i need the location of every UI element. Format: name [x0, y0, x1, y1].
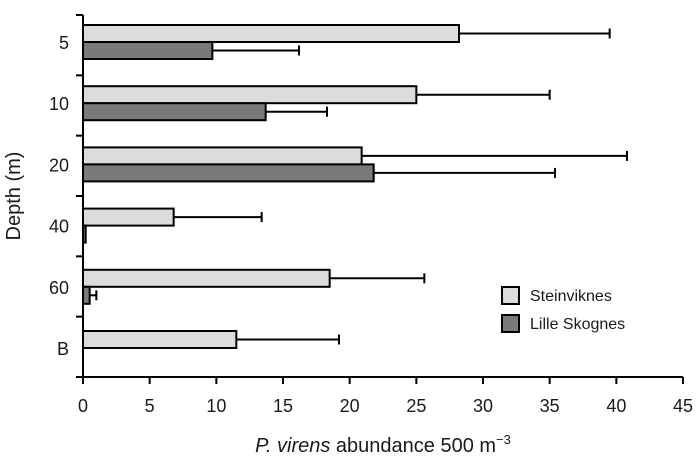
bar-steinviknes-5 [82, 24, 460, 43]
x-tick-label: 10 [206, 396, 226, 416]
legend-label-steinviknes: Steinviknes [530, 288, 612, 305]
bar-steinviknes-60 [82, 268, 331, 288]
x-tick-label: 20 [340, 396, 360, 416]
x-tick-label: 30 [473, 396, 493, 416]
legend-swatch-steinviknes [501, 286, 520, 305]
x-tick-label: 5 [145, 396, 155, 416]
bar-steinviknes-20 [82, 146, 363, 166]
x-axis-title-superscript: −3 [496, 432, 511, 447]
legend-label-lille-skognes: Lille Skognes [530, 316, 625, 333]
bar-lille-skognes-5 [82, 41, 214, 60]
bar-steinviknes-40 [82, 207, 175, 227]
x-axis-title: P. virens abundance 500 m−3 [255, 432, 511, 457]
bar-steinviknes-10 [82, 85, 418, 105]
x-tick-label: 40 [606, 396, 626, 416]
bar-lille-skognes-10 [82, 102, 267, 122]
x-axis-title-text: abundance 500 m [330, 435, 496, 457]
bar-steinviknes-B [82, 330, 238, 349]
x-tick-label: 45 [673, 396, 693, 416]
y-tick-label-40: 40 [49, 217, 69, 237]
y-tick-label-5: 5 [59, 33, 69, 53]
y-tick-label-60: 60 [49, 278, 69, 298]
legend-swatch-lille-skognes [501, 314, 520, 333]
y-tick-label-10: 10 [49, 94, 69, 114]
x-axis-title-species: P. virens [255, 435, 330, 457]
y-tick-label-B: B [57, 339, 69, 359]
bar-lille-skognes-20 [82, 163, 375, 183]
x-tick-label: 35 [540, 396, 560, 416]
x-tick-label: 25 [406, 396, 426, 416]
x-tick-label: 0 [78, 396, 88, 416]
y-axis-title: Depth (m) [3, 152, 25, 241]
x-tick-label: 15 [273, 396, 293, 416]
y-tick-label-20: 20 [49, 155, 69, 175]
